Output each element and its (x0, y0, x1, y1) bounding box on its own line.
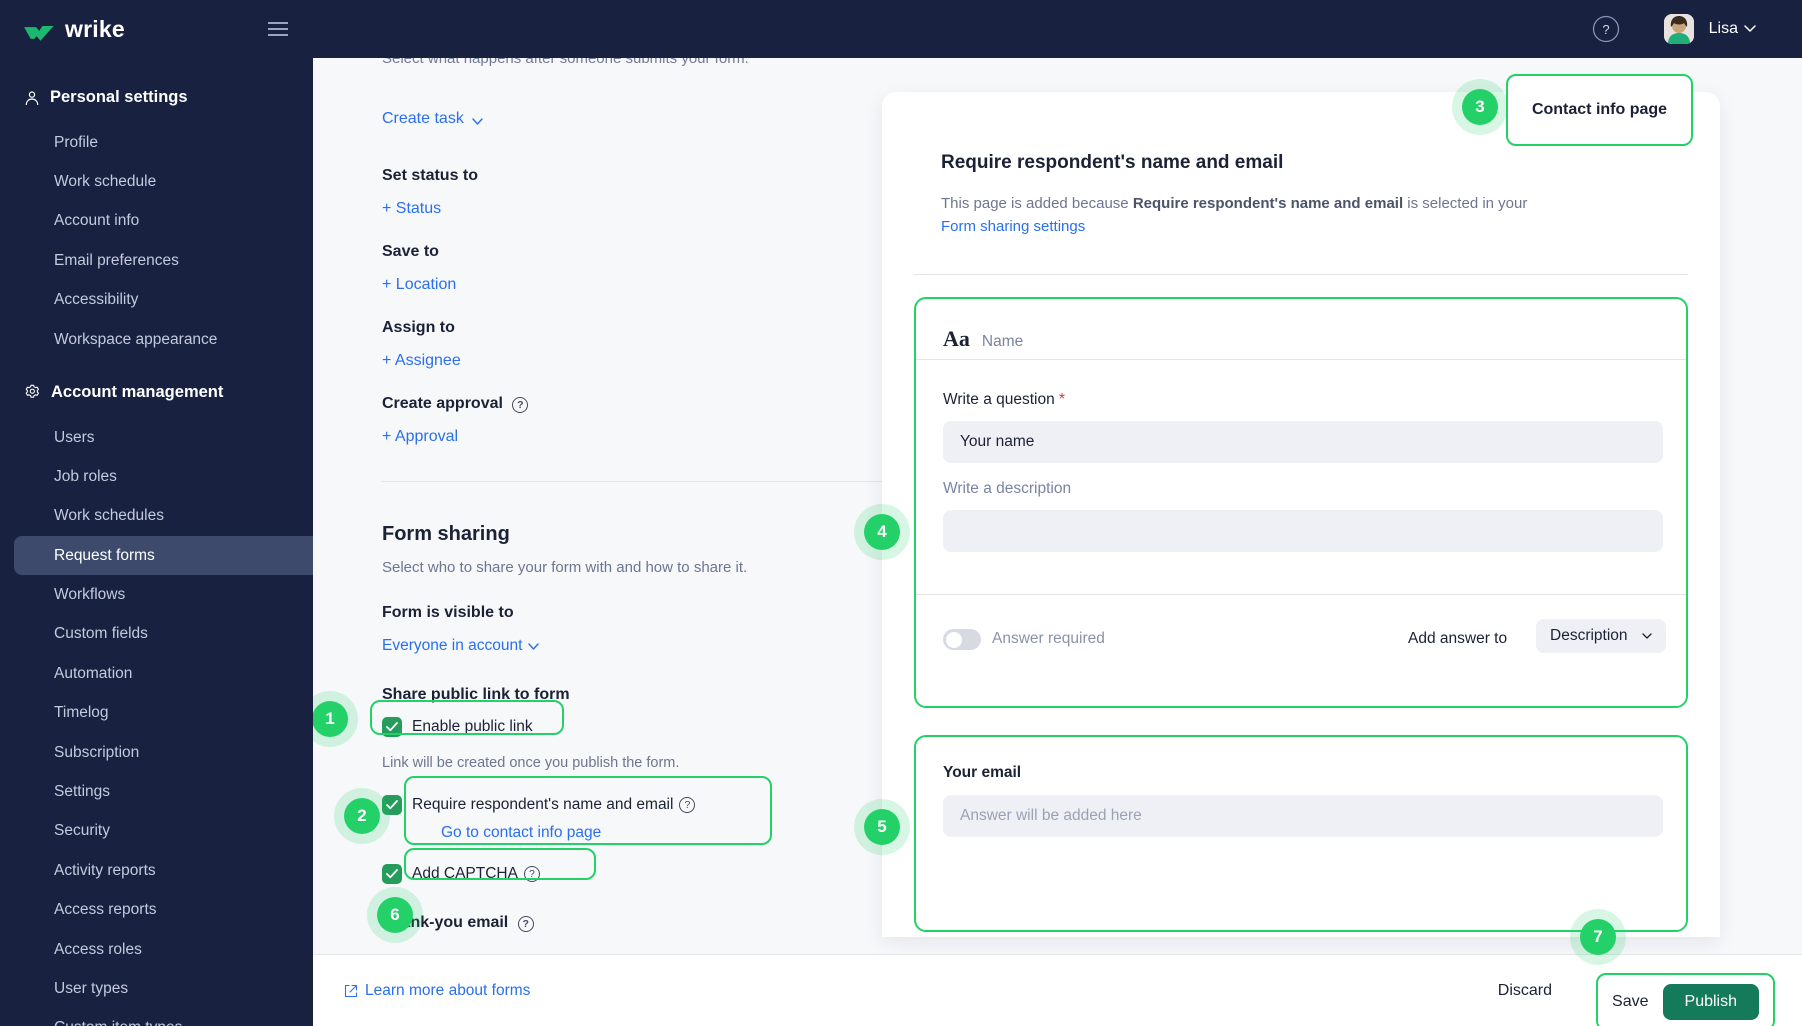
svg-text:?: ? (1602, 22, 1609, 37)
